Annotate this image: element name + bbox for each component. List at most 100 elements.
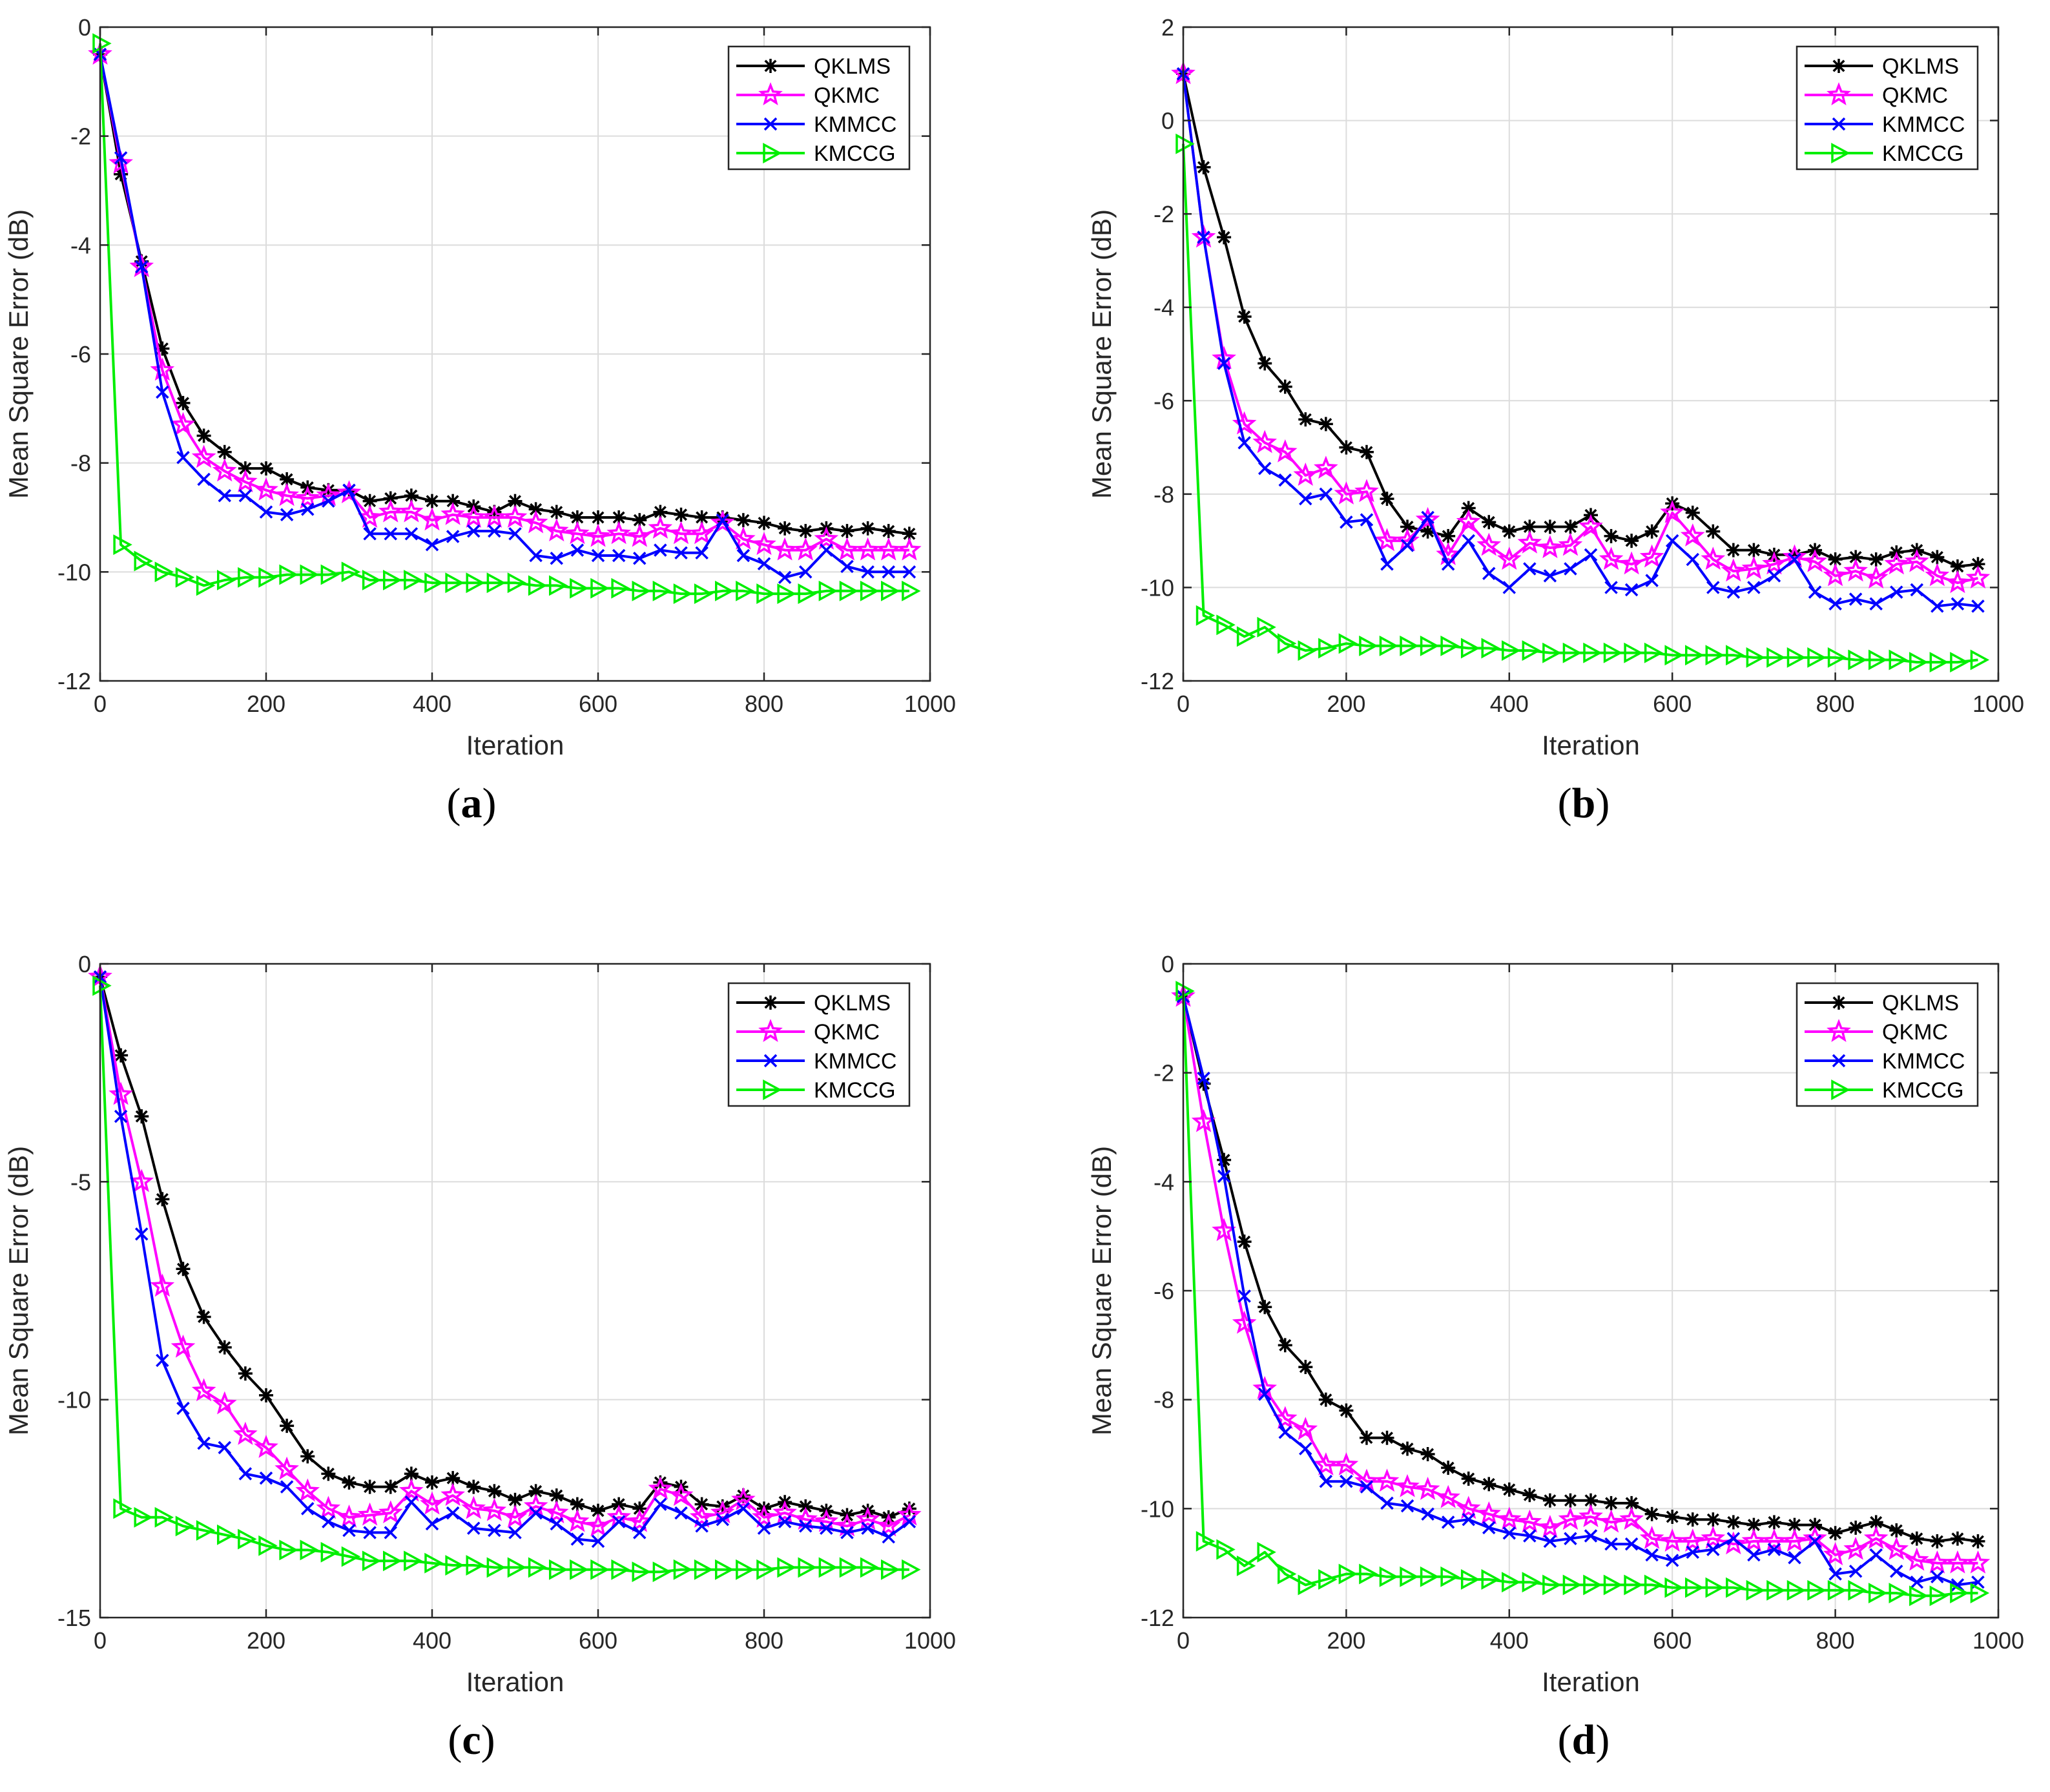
data-point-qkmc — [523, 1494, 548, 1517]
data-point-qkmc — [1599, 547, 1624, 570]
data-point-qkmc — [586, 523, 610, 547]
data-point-qkmc — [1639, 544, 1664, 568]
y-tick-label: -12 — [57, 668, 91, 694]
data-point-kmccg — [1216, 1539, 1236, 1560]
x-tick-label: 200 — [247, 691, 285, 717]
data-point-qkmc — [1762, 1528, 1786, 1552]
data-point-qkmc — [1803, 548, 1827, 572]
data-point-qkmc — [502, 505, 528, 528]
data-point-kmmcc — [757, 1521, 771, 1535]
data-point-qkmc — [1456, 509, 1481, 533]
tick-marks — [99, 963, 931, 1619]
x-tick-label: 0 — [94, 691, 107, 717]
axes-box — [99, 963, 931, 1619]
data-point-kmccg — [1603, 1574, 1623, 1596]
data-point-kmmcc — [1951, 1578, 1965, 1592]
data-point-kmmcc — [1462, 1512, 1475, 1526]
data-point-kmccg — [798, 1557, 817, 1578]
data-point-qkmc — [1293, 463, 1318, 486]
data-point-kmccg — [694, 583, 714, 605]
data-point-qklms — [1706, 1512, 1721, 1527]
data-point-qkmc — [772, 537, 797, 561]
data-point-kmmcc — [1726, 585, 1741, 599]
data-point-qklms — [1542, 519, 1557, 534]
data-point-qkmc — [1701, 547, 1726, 570]
data-point-kmccg — [1542, 1574, 1562, 1596]
panel-caption: (a) — [447, 780, 497, 827]
legend-entry-qklms: QKLMS — [1882, 54, 1959, 79]
data-point-qkmc — [295, 1478, 320, 1502]
data-point-qklms — [798, 524, 813, 539]
data-point-qkmc — [1191, 1109, 1216, 1132]
data-point-kmccg — [92, 975, 112, 996]
data-point-qklms — [155, 1192, 170, 1207]
legend-entry-kmccg: KMCCG — [814, 1078, 896, 1103]
data-point-kmmcc — [176, 1401, 190, 1415]
data-point-qklms — [549, 505, 564, 519]
data-point-kmccg — [798, 583, 817, 605]
data-point-kmmcc — [322, 494, 335, 508]
data-point-qklms — [362, 1479, 377, 1494]
data-point-qkmc — [1334, 1452, 1359, 1475]
data-point-qkmc — [1558, 532, 1583, 556]
data-point-kmccg — [1664, 645, 1684, 666]
data-point-kmccg — [818, 1557, 838, 1578]
legend-marker-qkmc — [758, 82, 783, 105]
data-point-kmccg — [590, 578, 610, 599]
data-point-kmmcc — [654, 543, 667, 557]
data-point-qkmc — [752, 1504, 776, 1528]
data-point-qkmc — [129, 1169, 154, 1193]
y-tick-label: 0 — [1161, 951, 1174, 977]
data-point-kmmcc — [1523, 562, 1537, 576]
data-point-kmccg — [445, 572, 464, 594]
legend-marker-qkmc — [1827, 82, 1851, 105]
data-point-kmmcc — [1197, 231, 1210, 244]
data-point-kmccg — [320, 1541, 340, 1563]
data-point-kmmcc — [570, 543, 585, 557]
data-point-kmmcc — [363, 1526, 377, 1539]
y-tick-label: -10 — [1141, 574, 1174, 601]
data-point-kmmcc — [280, 1480, 294, 1494]
data-point-kmccg — [1298, 640, 1317, 661]
legend-entry-qkmc: QKMC — [1882, 83, 1948, 108]
data-point-kmccg — [1196, 605, 1216, 626]
data-point-qklms — [1278, 379, 1292, 394]
data-point-qkmc — [1945, 570, 1970, 594]
data-point-qkmc — [1252, 430, 1278, 453]
data-point-kmccg — [1338, 1563, 1358, 1585]
data-point-kmmcc — [1360, 513, 1374, 526]
data-point-kmmcc — [488, 524, 501, 538]
data-point-qklms — [1766, 1515, 1781, 1530]
data-point-kmmcc — [1441, 557, 1455, 571]
data-point-kmmcc — [1237, 1289, 1251, 1303]
tick-marks — [1182, 963, 2000, 1619]
data-point-kmccg — [1359, 1563, 1378, 1585]
data-point-qkmc — [1334, 481, 1359, 505]
axes-box — [1182, 26, 2000, 682]
data-point-qklms — [300, 1449, 315, 1464]
data-point-kmccg — [466, 572, 485, 594]
data-point-kmmcc — [1828, 597, 1842, 610]
series-qklms — [1176, 989, 1985, 1548]
data-point-kmmcc — [1502, 1526, 1517, 1540]
data-point-qklms — [1563, 1493, 1578, 1508]
data-point-kmmcc — [197, 1436, 211, 1450]
data-point-kmccg — [528, 1557, 548, 1578]
y-tick-label: -4 — [1154, 1169, 1174, 1195]
data-point-kmmcc — [508, 1526, 522, 1539]
data-point-qklms — [1889, 1523, 1904, 1538]
y-tick-label: -5 — [70, 1169, 91, 1195]
data-point-kmccg — [1318, 1569, 1338, 1590]
data-point-kmmcc — [612, 1515, 626, 1528]
data-point-kmccg — [1868, 649, 1888, 671]
data-point-qkmc — [1395, 1474, 1420, 1497]
series-line-kmmcc — [1182, 74, 1978, 608]
data-point-qkmc — [233, 1421, 258, 1445]
data-point-kmmcc — [1360, 1480, 1374, 1494]
series-qkmc — [88, 41, 922, 561]
y-tick-label: -2 — [70, 123, 91, 150]
series-kmccg — [92, 33, 921, 605]
data-point-qklms — [1461, 501, 1476, 516]
data-point-kmmcc — [736, 548, 751, 563]
x-tick-label: 200 — [247, 1627, 285, 1654]
